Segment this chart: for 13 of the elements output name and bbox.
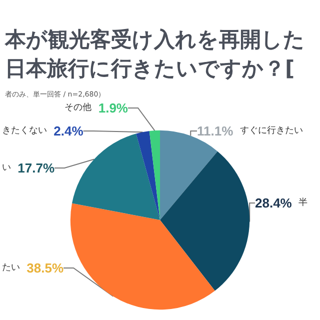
slice-label: その他	[64, 102, 92, 113]
data-label: 11.1%	[197, 124, 234, 138]
chart-title: 本が観光客受け入れを再開した日本旅行に行きたいですか？[	[4, 28, 305, 80]
data-label: 1.9%	[98, 100, 128, 116]
slice-label: きたくない	[2, 126, 47, 136]
data-label: 17.7%	[18, 160, 55, 176]
slice-label: すぐに行きたい	[240, 125, 303, 136]
data-label: 28.4%	[255, 196, 292, 210]
data-label: 38.5%	[26, 260, 64, 276]
data-label: 2.4%	[54, 124, 84, 138]
slice-label: たい	[2, 263, 20, 273]
slice-label: 半	[298, 197, 308, 208]
slice-label: い	[2, 163, 11, 173]
